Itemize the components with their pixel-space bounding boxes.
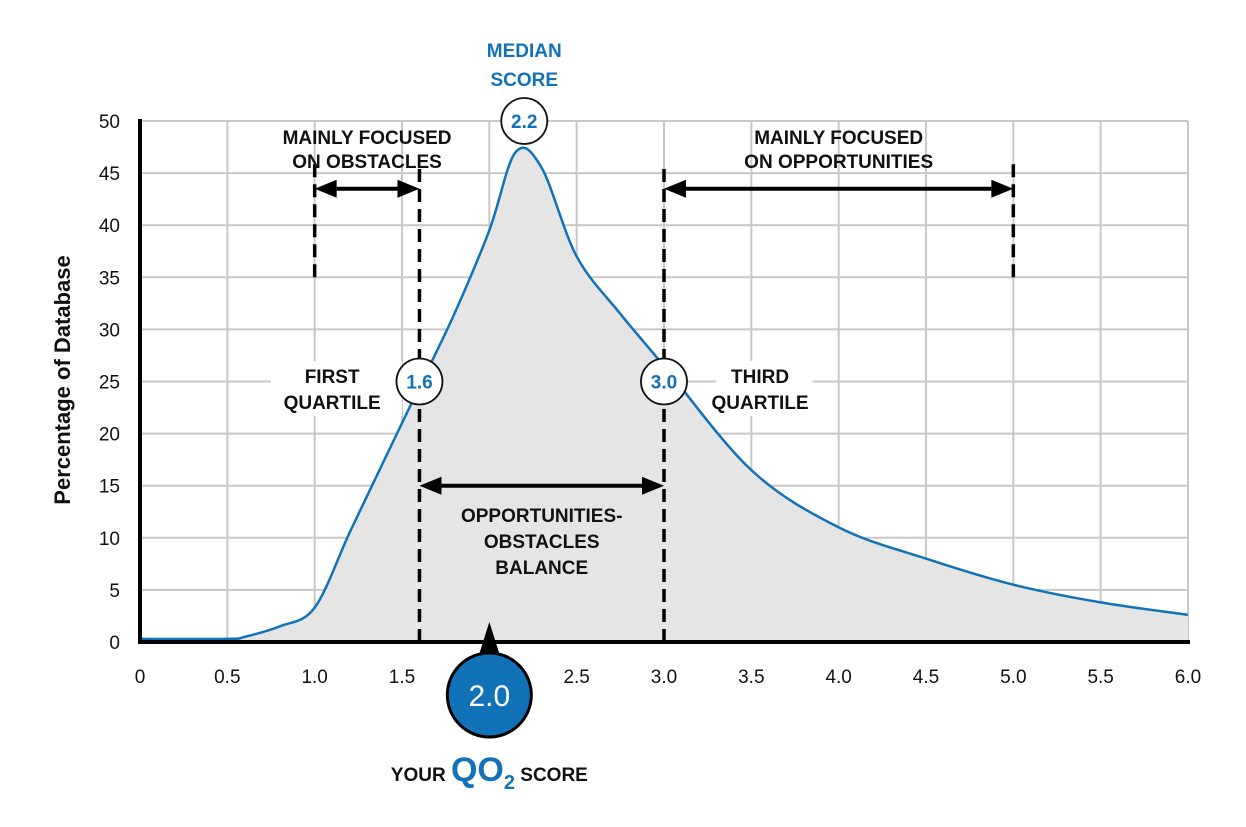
range-arrows: [314, 179, 1014, 495]
range-arrow: [419, 476, 664, 495]
your-score-caption: YOUR QO2 SCORE: [391, 751, 588, 794]
balance-label-line: OBSTACLES: [484, 532, 600, 553]
opportunities-label-line: MAINLY FOCUSED: [754, 128, 923, 149]
y-tick-label: 25: [99, 373, 120, 394]
caption-qo: QO: [451, 751, 504, 789]
marker-circle: [640, 357, 688, 406]
y-tick-label: 35: [99, 268, 120, 289]
first-quartile-label: FIRST QUARTILE: [271, 361, 402, 416]
median-score-label-line: MEDIAN: [487, 41, 562, 62]
obstacles-label-line: MAINLY FOCUSED: [283, 128, 452, 149]
marker-label: 3.0: [651, 373, 677, 394]
opportunities-label: MAINLY FOCUSED ON OPPORTUNITIES: [744, 128, 933, 173]
caption-prefix: YOUR: [391, 765, 451, 786]
arrow-head-right: [397, 179, 420, 198]
y-tick-label: 10: [99, 529, 120, 550]
distribution-curve: [139, 146, 1189, 641]
marker-label: 2.2: [511, 112, 537, 133]
median-score-label: MEDIAN SCORE: [487, 41, 562, 91]
x-tick-label: 2.5: [563, 667, 589, 688]
your-score-marker: 2.0 YOUR QO2 SCORE: [391, 622, 588, 794]
caption-suffix: SCORE: [515, 765, 588, 786]
y-tick-label: 20: [99, 425, 120, 446]
balance-label: OPPORTUNITIES- OBSTACLES BALANCE: [440, 500, 647, 585]
third-quartile-label-line: THIRD: [731, 367, 789, 388]
obstacles-label: MAINLY FOCUSED ON OBSTACLES: [283, 128, 452, 173]
y-tick-label: 40: [99, 216, 120, 237]
x-tick-label: 5.5: [1087, 667, 1113, 688]
x-tick-label: 5.0: [1000, 667, 1026, 688]
first-quartile-label-line: FIRST: [305, 367, 360, 388]
marker-circle: [395, 357, 444, 406]
obstacles-label-line: ON OBSTACLES: [292, 152, 442, 173]
arrow-head-left: [664, 179, 686, 198]
third-quartile-label: THIRD QUARTILE: [712, 361, 813, 416]
arrow-head-right: [991, 179, 1014, 198]
y-tick-label: 45: [99, 164, 120, 185]
score-markers: 2.2 1.6 3.0: [395, 97, 688, 406]
score-marker: 3.0: [640, 357, 688, 406]
range-arrow: [664, 179, 1014, 198]
x-tick-label: 1.5: [389, 667, 415, 688]
x-tick-label: 1.0: [301, 667, 327, 688]
median-score-label-line: SCORE: [490, 70, 558, 91]
x-tick-label: 4.5: [913, 667, 939, 688]
marker-circle: [500, 97, 549, 145]
arrow-head-left: [314, 179, 337, 198]
caption-subscript: 2: [504, 772, 515, 794]
marker-label: 1.6: [406, 373, 432, 394]
score-marker: 1.6: [395, 357, 444, 406]
first-quartile-label-background: [271, 361, 402, 416]
x-tick-label: 3.5: [738, 667, 764, 688]
x-tick-label: 0.5: [214, 667, 240, 688]
x-tick-label: 3.0: [651, 667, 677, 688]
x-tick-label: 6.0: [1175, 667, 1201, 688]
arrow-head-left: [419, 476, 442, 495]
third-quartile-label-line: QUARTILE: [712, 393, 809, 414]
y-tick-label: 50: [99, 112, 120, 133]
your-score-circle: [445, 651, 533, 739]
x-tick-label: 4.0: [825, 667, 851, 688]
balance-label-background: [440, 500, 647, 585]
third-quartile-label-background: [716, 361, 813, 416]
y-tick-label: 5: [109, 581, 120, 602]
balance-label-line: OPPORTUNITIES-: [461, 506, 623, 527]
balance-label-line: BALANCE: [495, 558, 588, 579]
score-marker: 2.2: [500, 97, 549, 145]
y-axis-label: Percentage of Database: [50, 255, 75, 504]
opportunities-label-line: ON OPPORTUNITIES: [744, 152, 933, 173]
first-quartile-label-line: QUARTILE: [284, 393, 381, 414]
your-score-value: 2.0: [468, 680, 510, 713]
x-tick-label: 0: [135, 667, 146, 688]
y-tick-label: 15: [99, 477, 120, 498]
pointer-triangle: [477, 622, 502, 660]
range-arrow: [314, 179, 420, 198]
tick-labels: 00.51.01.52.02.53.03.54.04.55.05.56.0051…: [99, 112, 1201, 688]
y-tick-label: 30: [99, 320, 120, 341]
y-tick-label: 0: [109, 633, 120, 654]
arrow-head-right: [642, 476, 664, 495]
